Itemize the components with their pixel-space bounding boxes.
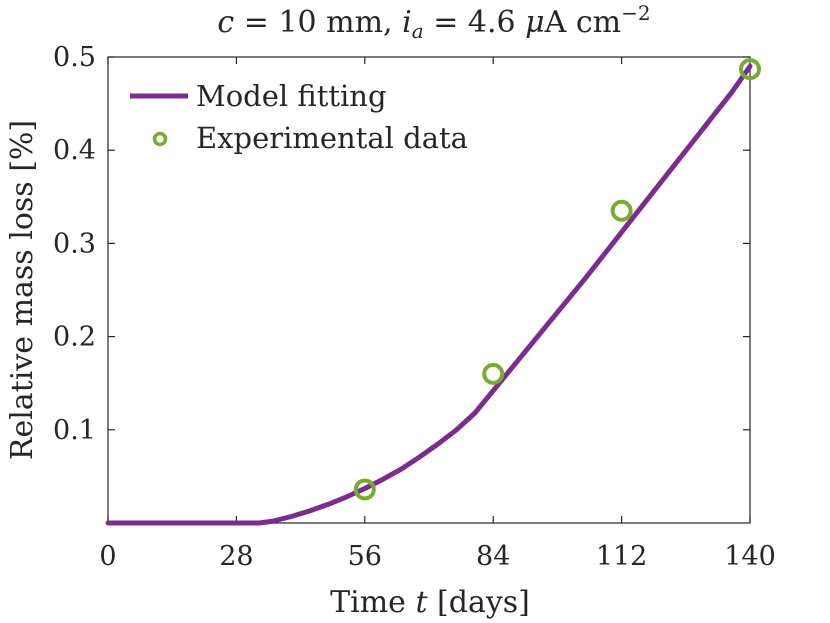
experimental-data-point: [482, 362, 505, 385]
experimental-data-point: [353, 478, 376, 501]
xlabel-pre: Time: [330, 585, 415, 620]
legend-marker-swatch: [152, 131, 168, 147]
legend-label-model: Model fitting: [196, 79, 387, 113]
x-tick-label: 140: [724, 541, 776, 572]
y-tick-label: 0.1: [53, 415, 96, 446]
model-fitting-line: [105, 63, 753, 526]
title-exp: −2: [621, 1, 650, 25]
legend: Model fitting Experimental data: [130, 79, 468, 155]
x-axis-label: Time t [days]: [330, 585, 530, 620]
legend-label-experimental: Experimental data: [196, 121, 468, 155]
experimental-data-point: [610, 199, 633, 222]
xlabel-post: [days]: [428, 585, 530, 620]
title-c-var: c: [217, 5, 234, 40]
plot-box: [107, 56, 751, 524]
x-tick-label: 0: [99, 541, 116, 572]
series-layer: [105, 58, 761, 526]
title-unit: A cm: [544, 5, 621, 40]
y-tick-label: 0.3: [53, 228, 96, 259]
x-tick-label: 84: [476, 541, 510, 572]
x-tick-label: 28: [219, 541, 253, 572]
y-tick-label: 0.2: [53, 322, 96, 353]
title-eq1: = 10 mm,: [234, 5, 402, 40]
tick-labels: 0 28 56 84 112 140 0.1 0.2 0.3 0.4 0.5: [53, 42, 776, 572]
x-tick-label: 112: [596, 541, 648, 572]
y-tick-label: 0.5: [53, 42, 96, 73]
y-tick-label: 0.4: [53, 135, 96, 166]
chart-title: c = 10 mm, ia = 4.6 μA cm−2: [217, 1, 650, 43]
title-mu: μ: [525, 5, 545, 40]
title-i-var: i: [402, 5, 412, 40]
title-i-sub: a: [412, 19, 424, 43]
x-tick-label: 56: [348, 541, 382, 572]
plot-frame: [107, 56, 751, 524]
experimental-data-point: [739, 58, 761, 81]
xlabel-var: t: [415, 585, 428, 620]
title-eq2: = 4.6: [424, 5, 525, 40]
y-axis-label: Relative mass loss [%]: [5, 120, 40, 460]
